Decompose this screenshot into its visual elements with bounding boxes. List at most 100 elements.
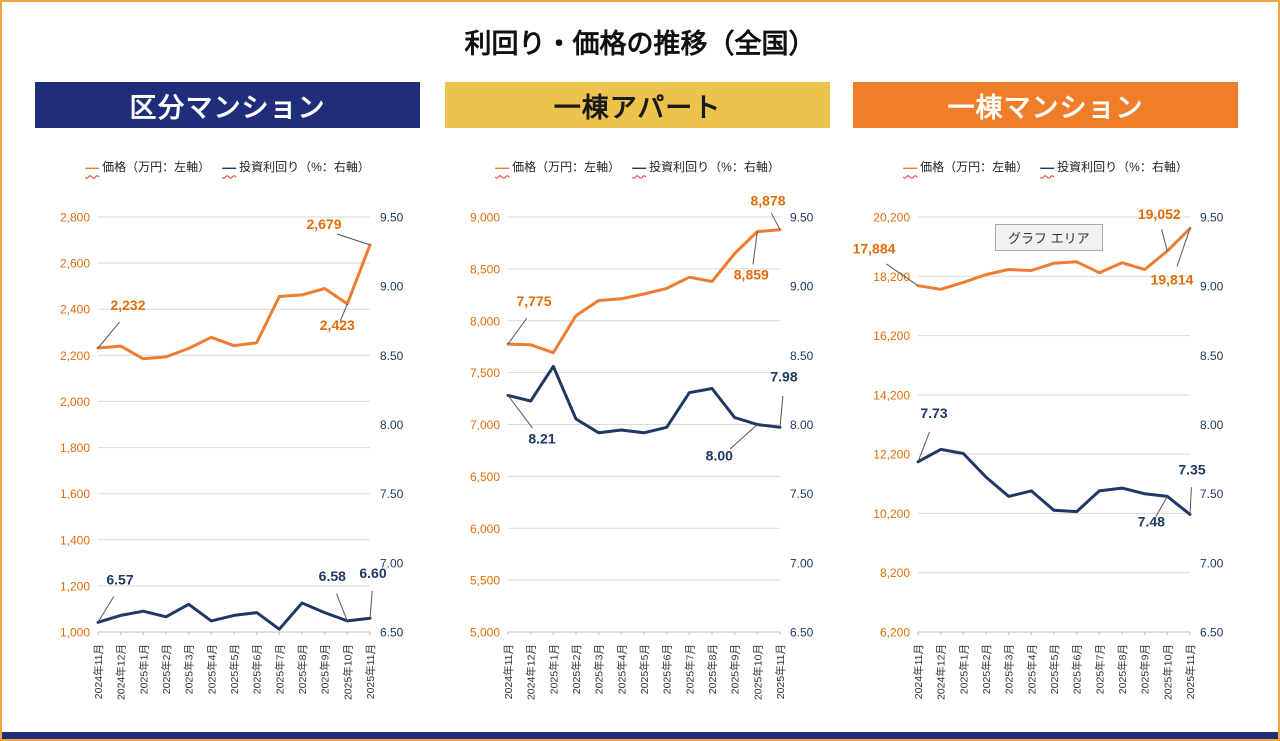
right-axis-tick: 7.50 (380, 487, 404, 501)
annotation-leader (770, 213, 781, 230)
price-line (96, 243, 372, 361)
panel-header-whole-mansion: 一棟マンション (853, 82, 1238, 128)
data-label: 19,052 (1138, 206, 1181, 222)
x-axis-label: 2025年2月 (980, 644, 993, 694)
yield-line-marker: — (632, 158, 647, 175)
x-axis-label: 2024年11月 (92, 644, 105, 699)
left-axis-tick: 6,200 (880, 626, 910, 640)
annotation-leader (752, 231, 758, 265)
x-axis-label: 2025年9月 (1139, 644, 1152, 694)
x-axis-label: 2025年11月 (364, 644, 377, 699)
annotation-leader (369, 590, 373, 619)
annotation-leader (336, 233, 371, 246)
chart-whole-apartment[interactable]: 9,000 8,500 8,000 7,500 7,000 6,500 6,000 5,500… (430, 182, 850, 740)
legend-price-label: 価格（万円：左軸） (102, 160, 211, 174)
annotation-leader (97, 321, 120, 349)
left-axis-tick: 1,200 (60, 579, 90, 593)
chart-whole-mansion[interactable]: 20,200 18,200 16,200 14,200 12,200 10,200 8,20… (840, 182, 1260, 740)
right-axis-tick: 7.00 (380, 556, 404, 570)
left-axis-tick: 2,000 (60, 395, 90, 409)
legend: — 価格（万円：左軸） — 投資利回り（%：右軸） (35, 158, 420, 175)
data-label: 7.98 (770, 368, 797, 384)
left-axis-tick: 1,800 (60, 441, 90, 455)
x-axis-label: 2025年9月 (319, 644, 332, 694)
right-axis-tick: 8.50 (380, 349, 404, 363)
left-axis-tick: 2,200 (60, 349, 90, 363)
yield-line-marker: — (222, 158, 237, 175)
left-axis-tick: 14,200 (873, 388, 910, 402)
legend-price-label: 価格（万円：左軸） (920, 160, 1029, 174)
right-axis-tick: 8.00 (790, 418, 814, 432)
x-axis-label: 2025年1月 (137, 644, 150, 694)
data-label: 8,859 (734, 267, 769, 283)
x-axis-label: 2025年7月 (683, 644, 696, 694)
right-axis-tick: 8.50 (1200, 349, 1224, 363)
yield-line (96, 601, 372, 631)
right-axis-tick: 9.00 (1200, 280, 1224, 294)
data-label: 7,775 (516, 293, 551, 309)
legend-item-yield: — 投資利回り（%：右軸） (1040, 158, 1188, 175)
annotation-leader (1155, 496, 1168, 518)
right-axis-tick: 7.50 (790, 487, 814, 501)
x-axis-label: 2025年1月 (957, 644, 970, 694)
x-axis-label: 2025年1月 (547, 644, 560, 694)
data-label: 7.73 (920, 405, 947, 421)
x-axis-label: 2025年5月 (1048, 644, 1061, 694)
x-axis-label: 2025年3月 (1003, 644, 1016, 694)
right-axis-tick: 6.50 (1200, 626, 1224, 640)
left-axis-tick: 8,500 (470, 262, 500, 276)
x-axis-label: 2025年2月 (160, 644, 173, 694)
right-axis-tick: 7.00 (1200, 556, 1224, 570)
data-label: 7.35 (1178, 461, 1205, 477)
left-axis-tick: 9,000 (470, 211, 500, 225)
left-axis-tick: 1,000 (60, 626, 90, 640)
annotation-leader (1189, 487, 1192, 515)
left-axis-tick: 2,800 (60, 211, 90, 225)
chart-condo-unit[interactable]: 2,800 2,600 2,400 2,200 2,000 1,800 1,600 1,400… (20, 182, 440, 740)
annotation-leader (779, 395, 784, 428)
data-label: 8.00 (706, 448, 733, 464)
annotation-leader (1176, 228, 1191, 267)
price-line-marker: — (85, 158, 100, 175)
right-axis-tick: 9.00 (790, 280, 814, 294)
left-axis-tick: 8,200 (880, 566, 910, 580)
left-axis-tick: 10,200 (873, 507, 910, 521)
left-axis-tick: 2,600 (60, 257, 90, 271)
left-axis-tick: 16,200 (873, 329, 910, 343)
x-axis-label: 2025年3月 (593, 644, 606, 694)
x-axis-label: 2024年12月 (935, 644, 948, 700)
yield-line-marker: — (1040, 158, 1055, 175)
x-axis-label: 2024年12月 (115, 644, 128, 700)
right-axis-tick: 8.00 (380, 418, 404, 432)
right-axis-tick: 6.50 (790, 626, 814, 640)
panel-header-whole-apartment: 一棟アパート (445, 82, 830, 128)
left-axis-tick: 6,000 (470, 522, 500, 536)
left-axis-tick: 7,000 (470, 418, 500, 432)
x-axis-label: 2025年4月 (615, 644, 628, 694)
price-line (916, 226, 1192, 291)
x-axis-label: 2025年10月 (1161, 644, 1174, 700)
legend-item-yield: — 投資利回り（%：右軸） (632, 158, 780, 175)
annotation-leader (1161, 229, 1168, 252)
x-axis-label: 2025年3月 (183, 644, 196, 694)
x-axis-label: 2025年10月 (751, 644, 764, 700)
right-axis-tick: 7.50 (1200, 487, 1224, 501)
x-axis-label: 2025年7月 (1093, 644, 1106, 694)
x-axis-label: 2025年10月 (341, 644, 354, 700)
x-axis-label: 2025年6月 (251, 644, 264, 694)
right-axis-tick: 9.50 (1200, 211, 1224, 225)
left-axis-tick: 20,200 (873, 211, 910, 225)
x-axis-label: 2025年11月 (1184, 644, 1197, 699)
footer-bar (2, 732, 1278, 739)
data-label: 19,814 (1151, 271, 1194, 287)
data-label: 2,423 (320, 317, 355, 333)
left-axis-tick: 5,000 (470, 626, 500, 640)
right-axis-tick: 9.00 (380, 280, 404, 294)
yield-line (916, 447, 1192, 516)
annotation-leader (339, 303, 348, 322)
legend-item-price: — 価格（万円：左軸） (903, 158, 1028, 175)
left-axis-tick: 1,400 (60, 533, 90, 547)
x-axis-label: 2025年4月 (1025, 644, 1038, 694)
x-axis-label: 2024年12月 (525, 644, 538, 700)
x-axis-label: 2025年6月 (1071, 644, 1084, 694)
